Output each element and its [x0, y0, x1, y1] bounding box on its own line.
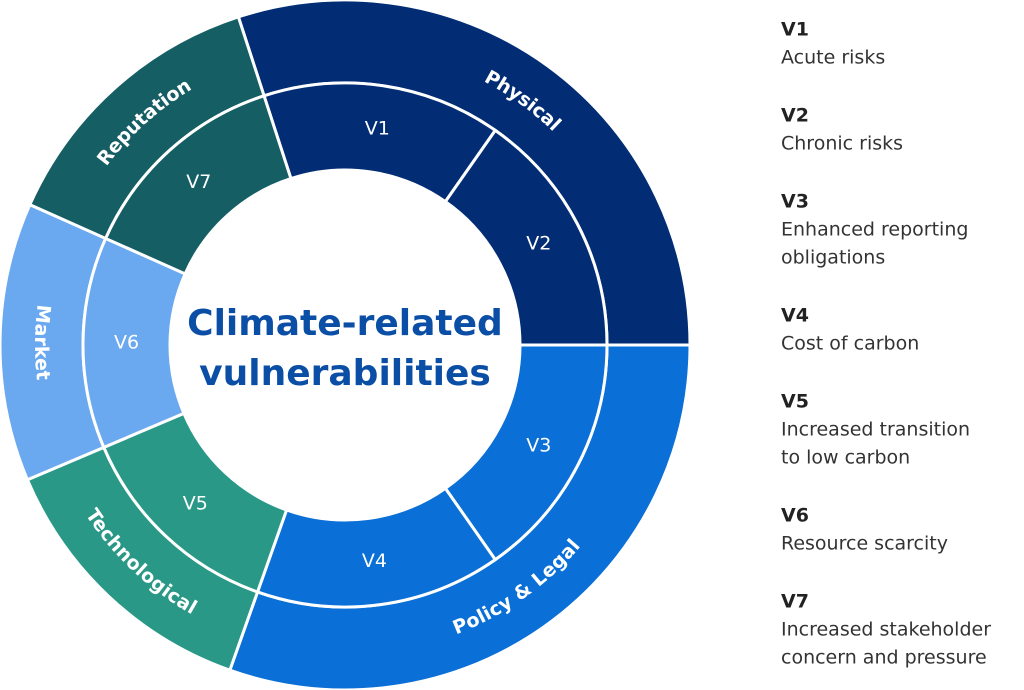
legend-text: Chronic risks [781, 133, 903, 155]
legend-id: V1 [781, 19, 809, 41]
item-label: V6 [114, 332, 139, 354]
legend-id: V2 [781, 105, 809, 127]
legend-text: Resource scarcity [781, 533, 948, 555]
legend-id: V3 [781, 191, 809, 213]
legend-text: Increased stakeholder [781, 619, 991, 641]
legend-id: V6 [781, 505, 809, 527]
item-label: V1 [365, 117, 390, 139]
item-label: V2 [526, 233, 551, 255]
legend-text: Cost of carbon [781, 333, 919, 355]
legend-text: Increased transition [781, 419, 970, 441]
legend-text: Enhanced reporting [781, 219, 968, 241]
legend-id: V4 [781, 305, 809, 327]
legend-id: V5 [781, 391, 809, 413]
legend-text: to low carbon [781, 447, 910, 469]
center-title: Climate-related [187, 303, 503, 344]
item-label: V4 [362, 550, 387, 572]
legend: V1 Acute risks V2 Chronic risks V3 Enhanced r… [781, 19, 991, 669]
legend-text: concern and pressure [781, 647, 987, 669]
category-label: Market [30, 304, 55, 381]
legend-text: obligations [781, 247, 885, 269]
legend-id: V7 [781, 591, 809, 613]
center-title: vulnerabilities [199, 353, 491, 394]
item-segment [103, 93, 293, 276]
item-label: V7 [186, 171, 211, 193]
legend-text: Acute risks [781, 47, 885, 69]
category-label-path: Market [30, 304, 55, 381]
hub [171, 171, 519, 519]
item-label: V3 [526, 434, 551, 456]
item-label: V5 [183, 493, 208, 515]
